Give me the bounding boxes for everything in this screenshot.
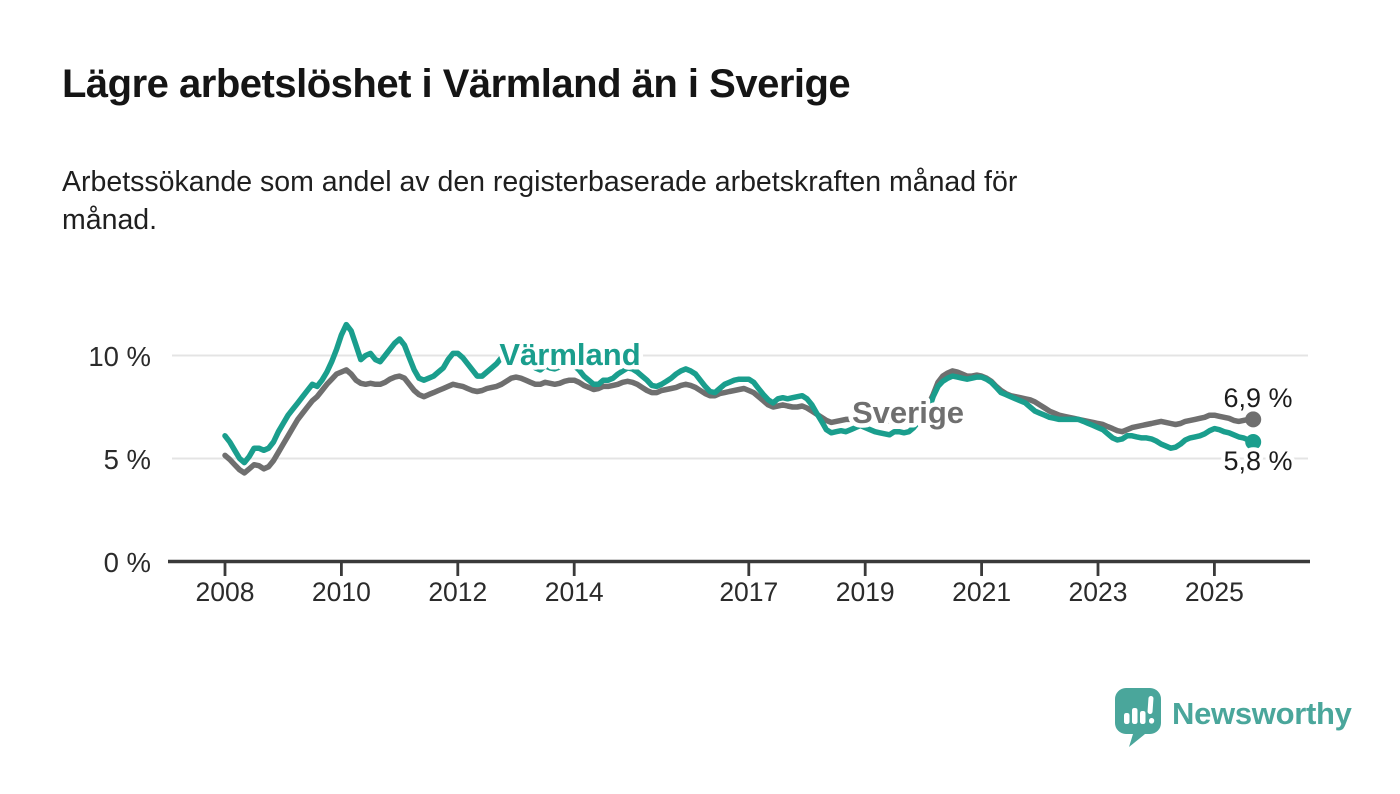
chart-subtitle: Arbetssökande som andel av den registerb… [62, 163, 1362, 239]
bar-tall [1132, 708, 1138, 724]
bar-medium [1140, 711, 1146, 724]
chart-subtitle-line-2: månad. [62, 204, 158, 236]
newsworthy-wordmark: Newsworthy [1172, 696, 1352, 731]
sverige-series-label: Sverige [852, 395, 964, 430]
sverige-end-dot [1245, 411, 1262, 428]
chart-subtitle-line-1: Arbetssökande som andel av den registerb… [62, 166, 1018, 198]
unemployment-chart: 2008 2010 2012 2014 2017 2019 2021 2023 2025 10 %… [88, 321, 1310, 607]
x-tick-label-2012: 2012 [428, 577, 487, 607]
x-tick-label-2025: 2025 [1185, 577, 1244, 607]
x-tick-label-2014: 2014 [545, 577, 604, 607]
x-tick-label-2017: 2017 [719, 577, 778, 607]
x-tick-label-2010: 2010 [312, 577, 371, 607]
newsworthy-logo: Newsworthy [1115, 688, 1352, 748]
x-tick-label-2008: 2008 [196, 577, 255, 607]
sverige-line [222, 367, 1256, 476]
sverige-end-value-label: 6,9 % [1223, 383, 1292, 413]
speech-bubble-shape [1115, 688, 1161, 747]
varmland-line [222, 321, 1256, 466]
bar-small [1124, 713, 1130, 724]
x-tick-label-2023: 2023 [1069, 577, 1128, 607]
x-tick-label-2019: 2019 [836, 577, 895, 607]
page-title: Lägre arbetslöshet i Värmland än i Sveri… [62, 62, 851, 106]
varmland-series-label: Värmland [499, 337, 640, 372]
varmland-end-dot [1245, 434, 1262, 450]
y-tick-label-10pct: 10 % [88, 341, 151, 372]
y-tick-label-5pct: 5 % [104, 444, 151, 475]
x-tick-label-2021: 2021 [952, 577, 1011, 607]
y-tick-label-0pct: 0 % [104, 547, 151, 578]
exclamation-bar [1147, 696, 1154, 714]
varmland-end-value-label: 5,8 % [1223, 446, 1292, 476]
exclamation-dot [1148, 718, 1155, 724]
newsworthy-speech-bubble-bar-chart-icon [1115, 688, 1161, 747]
